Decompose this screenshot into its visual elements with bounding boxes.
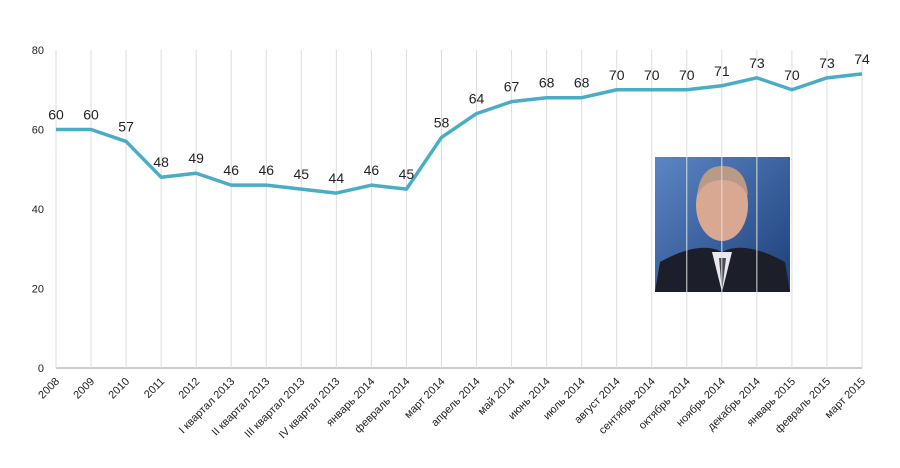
y-tick-label: 20 — [32, 284, 44, 296]
value-label: 74 — [854, 51, 870, 67]
value-label: 64 — [469, 91, 485, 107]
value-label: 58 — [434, 114, 450, 130]
value-label: 45 — [399, 166, 415, 182]
value-label: 46 — [258, 162, 274, 178]
value-label: 67 — [504, 79, 520, 95]
x-tick-label: 2010 — [106, 376, 132, 402]
value-label: 70 — [784, 67, 800, 83]
value-label: 46 — [364, 162, 380, 178]
value-label: 44 — [329, 170, 345, 186]
line — [56, 72, 863, 195]
value-label: 60 — [83, 107, 99, 123]
x-tick-label: 2008 — [36, 376, 62, 402]
x-tick-label: III квартал 2013 — [243, 376, 308, 441]
y-tick-label: 40 — [32, 204, 44, 216]
y-tick-label: 60 — [32, 125, 44, 137]
y-tick-label: 0 — [38, 363, 44, 375]
value-label: 68 — [574, 75, 590, 91]
x-tick-label: 2009 — [71, 376, 97, 402]
value-label: 60 — [48, 107, 64, 123]
photo — [655, 157, 790, 292]
value-label: 68 — [539, 75, 555, 91]
value-label: 70 — [609, 67, 625, 83]
value-label: 48 — [153, 154, 169, 170]
value-label: 46 — [223, 162, 239, 178]
value-label: 70 — [644, 67, 660, 83]
value-label: 73 — [819, 55, 835, 71]
value-label: 71 — [714, 63, 730, 79]
x-tick-label: 2011 — [142, 376, 167, 401]
value-label: 49 — [188, 150, 204, 166]
value-label: 45 — [294, 166, 310, 182]
value-label: 70 — [679, 67, 695, 83]
value-label: 57 — [118, 118, 134, 134]
y-tick-label: 80 — [32, 45, 44, 57]
x-tick-label: IV квартал 2013 — [277, 376, 343, 442]
x-tick-label: 2012 — [176, 376, 202, 402]
value-label: 73 — [749, 55, 765, 71]
